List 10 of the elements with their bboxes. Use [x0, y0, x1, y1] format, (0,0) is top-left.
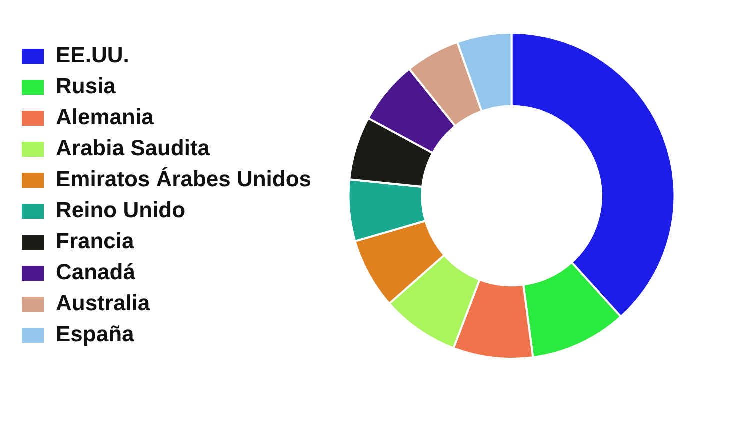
legend-label: España: [56, 322, 136, 347]
legend-label: Francia: [56, 228, 136, 254]
legend-label: Canadá: [56, 260, 136, 285]
legend-label: Emiratos Árabes Unidos: [56, 166, 312, 192]
legend-label: Reino Unido: [56, 198, 186, 223]
legend-label: EE.UU.: [56, 42, 130, 68]
legend-label: Australia: [56, 290, 151, 316]
legend-label: Rusia: [56, 74, 117, 99]
legend-label: Alemania: [56, 104, 155, 130]
legend-label: Arabia Saudita: [56, 136, 211, 161]
